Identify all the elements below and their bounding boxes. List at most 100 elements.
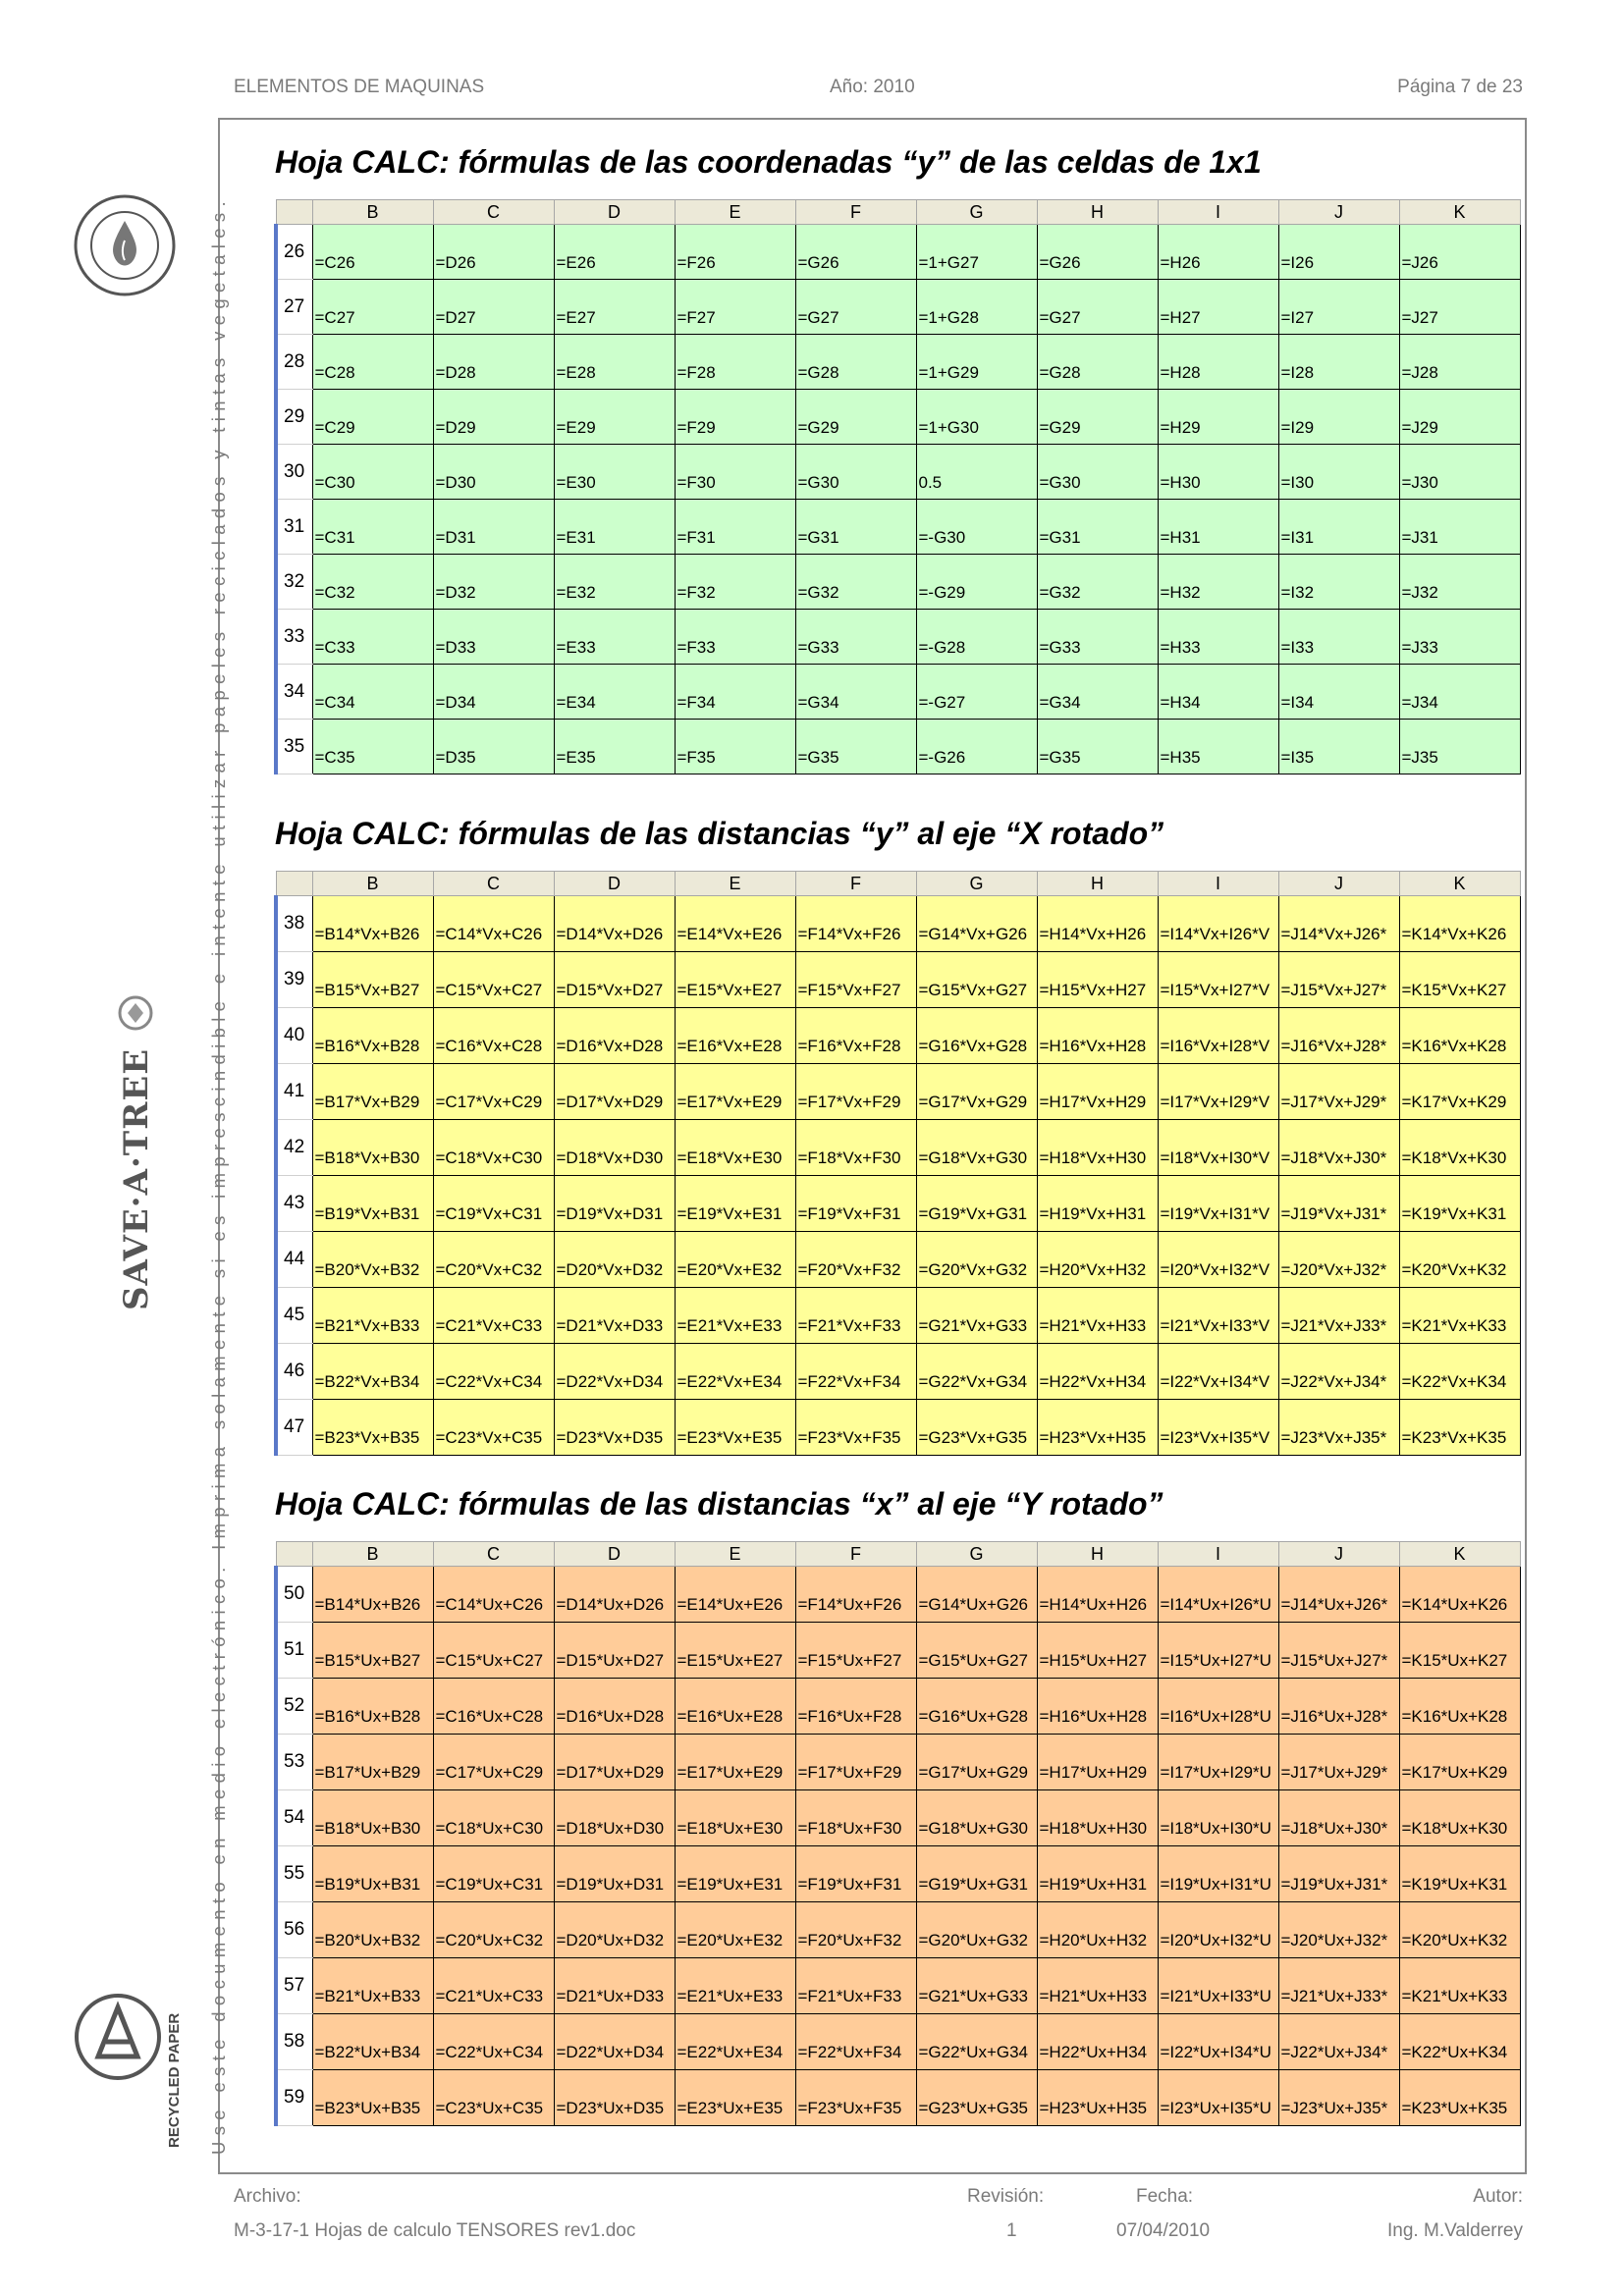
formula-cell: =F27 bbox=[674, 279, 796, 335]
formula-cell: =E19*Ux+E31 bbox=[674, 1845, 796, 1902]
formula-cell: =G20*Ux+G32 bbox=[915, 1901, 1038, 1958]
formula-cell: =E18*Ux+E30 bbox=[674, 1789, 796, 1846]
formula-cell: =F18*Ux+F30 bbox=[794, 1789, 917, 1846]
formula-cell: =G16*Vx+G28 bbox=[915, 1007, 1038, 1064]
formula-cell: =K18*Ux+K30 bbox=[1398, 1789, 1521, 1846]
formula-cell: =D22*Ux+D34 bbox=[553, 2013, 676, 2070]
row-header: 51 bbox=[274, 1622, 312, 1679]
formula-cell: =G30 bbox=[794, 444, 917, 500]
formula-cell: =C17*Ux+C29 bbox=[432, 1734, 555, 1790]
row-header: 44 bbox=[274, 1231, 312, 1288]
formula-cell: =G18*Ux+G30 bbox=[915, 1789, 1038, 1846]
header-left: ELEMENTOS DE MAQUINAS bbox=[234, 77, 485, 97]
column-header: E bbox=[674, 871, 796, 896]
formula-cell: =F31 bbox=[674, 499, 796, 555]
row-header: 55 bbox=[274, 1845, 312, 1902]
row-header: 58 bbox=[274, 2013, 312, 2070]
formula-cell: =J20*Ux+J32* bbox=[1277, 1901, 1400, 1958]
column-header: G bbox=[915, 199, 1038, 225]
formula-cell: =E19*Vx+E31 bbox=[674, 1175, 796, 1232]
formula-cell: =C23*Ux+C35 bbox=[432, 2069, 555, 2126]
footer-revision-label: Revisión: bbox=[967, 2186, 1045, 2207]
formula-cell: =F19*Ux+F31 bbox=[794, 1845, 917, 1902]
formula-cell: =H22*Vx+H34 bbox=[1036, 1343, 1159, 1400]
formula-cell: =E22*Vx+E34 bbox=[674, 1343, 796, 1400]
formula-cell: =C31 bbox=[311, 499, 434, 555]
vegetable-ink-logo-icon bbox=[74, 194, 176, 296]
formula-cell: =F15*Vx+F27 bbox=[794, 951, 917, 1008]
formula-cell: =B17*Ux+B29 bbox=[311, 1734, 434, 1790]
column-header: E bbox=[674, 1541, 796, 1567]
formula-cell: =J26 bbox=[1398, 224, 1521, 280]
formula-cell: =F20*Vx+F32 bbox=[794, 1231, 917, 1288]
formula-cell: =D16*Ux+D28 bbox=[553, 1678, 676, 1735]
formula-cell: =-G28 bbox=[915, 609, 1038, 665]
column-header: B bbox=[311, 199, 434, 225]
formula-cell: =C29 bbox=[311, 389, 434, 445]
formula-cell: =G14*Vx+G26 bbox=[915, 895, 1038, 952]
formula-cell: =E15*Vx+E27 bbox=[674, 951, 796, 1008]
formula-cell: =F17*Vx+F29 bbox=[794, 1063, 917, 1120]
formula-cell: =E34 bbox=[553, 664, 676, 720]
formula-cell: =G15*Ux+G27 bbox=[915, 1622, 1038, 1679]
formula-cell: =F19*Vx+F31 bbox=[794, 1175, 917, 1232]
section-title: Hoja CALC: fórmulas de las distancias “y… bbox=[275, 816, 1164, 851]
formula-cell: =G33 bbox=[794, 609, 917, 665]
spreadsheet-table: B C D E F G H I J K 50 =B14*Ux+B26 =C14*Ux+C26 =D14*U… bbox=[274, 1541, 1521, 2126]
formula-cell: =C22*Ux+C34 bbox=[432, 2013, 555, 2070]
column-header: K bbox=[1398, 871, 1521, 896]
formula-cell: =I16*Ux+I28*U bbox=[1157, 1678, 1279, 1735]
formula-cell: =K19*Ux+K31 bbox=[1398, 1845, 1521, 1902]
formula-cell: =H19*Vx+H31 bbox=[1036, 1175, 1159, 1232]
formula-cell: =F26 bbox=[674, 224, 796, 280]
formula-cell: =H20*Vx+H32 bbox=[1036, 1231, 1159, 1288]
formula-cell: =I17*Vx+I29*V bbox=[1157, 1063, 1279, 1120]
section-title: Hoja CALC: fórmulas de las coordenadas “… bbox=[275, 144, 1262, 180]
row-header: 47 bbox=[274, 1399, 312, 1456]
formula-cell: =F18*Vx+F30 bbox=[794, 1119, 917, 1176]
row-header: 46 bbox=[274, 1343, 312, 1400]
formula-cell: =H27 bbox=[1157, 279, 1279, 335]
formula-cell: =H14*Vx+H26 bbox=[1036, 895, 1159, 952]
column-header: B bbox=[311, 1541, 434, 1567]
formula-cell: =D33 bbox=[432, 609, 555, 665]
formula-cell: =J29 bbox=[1398, 389, 1521, 445]
formula-cell: =G29 bbox=[794, 389, 917, 445]
formula-cell: =E14*Ux+E26 bbox=[674, 1566, 796, 1623]
formula-cell: =J20*Vx+J32* bbox=[1277, 1231, 1400, 1288]
column-header: C bbox=[432, 1541, 555, 1567]
row-header: 56 bbox=[274, 1901, 312, 1958]
column-header: F bbox=[794, 871, 917, 896]
table-row: 32 =C32 =D32 =E32 =F32 =G32 =-G29 =G32 =H32 =I32 =… bbox=[274, 554, 1521, 610]
formula-cell: =B20*Ux+B32 bbox=[311, 1901, 434, 1958]
formula-cell: =C20*Vx+C32 bbox=[432, 1231, 555, 1288]
formula-cell: =J14*Ux+J26* bbox=[1277, 1566, 1400, 1623]
formula-cell: =B21*Vx+B33 bbox=[311, 1287, 434, 1344]
table-row: 43 =B19*Vx+B31 =C19*Vx+C31 =D19*Vx+D31 =E19*… bbox=[274, 1175, 1521, 1232]
formula-cell: =J22*Vx+J34* bbox=[1277, 1343, 1400, 1400]
formula-cell: =G32 bbox=[794, 554, 917, 610]
formula-cell: =E26 bbox=[553, 224, 676, 280]
formula-cell: =F16*Vx+F28 bbox=[794, 1007, 917, 1064]
formula-cell: =J34 bbox=[1398, 664, 1521, 720]
formula-cell: =I16*Vx+I28*V bbox=[1157, 1007, 1279, 1064]
formula-cell: =C19*Ux+C31 bbox=[432, 1845, 555, 1902]
formula-cell: =C34 bbox=[311, 664, 434, 720]
recycled-paper-label: RECYCLED PAPER bbox=[166, 2013, 183, 2148]
formula-cell: =D23*Vx+D35 bbox=[553, 1399, 676, 1456]
formula-cell: =I32 bbox=[1277, 554, 1400, 610]
formula-cell: =G14*Ux+G26 bbox=[915, 1566, 1038, 1623]
formula-cell: =C16*Ux+C28 bbox=[432, 1678, 555, 1735]
row-header: 31 bbox=[274, 499, 312, 555]
formula-cell: =F30 bbox=[674, 444, 796, 500]
formula-cell: =E31 bbox=[553, 499, 676, 555]
recycled-paper-logo-icon: RECYCLED PAPER bbox=[75, 1994, 183, 2148]
formula-cell: =F23*Ux+F35 bbox=[794, 2069, 917, 2126]
formula-cell: =I23*Vx+I35*V bbox=[1157, 1399, 1279, 1456]
corner-cell bbox=[275, 871, 313, 896]
column-header: I bbox=[1157, 1541, 1279, 1567]
formula-cell: =K22*Ux+K34 bbox=[1398, 2013, 1521, 2070]
formula-cell: =E16*Vx+E28 bbox=[674, 1007, 796, 1064]
formula-cell: =C20*Ux+C32 bbox=[432, 1901, 555, 1958]
table-row: 55 =B19*Ux+B31 =C19*Ux+C31 =D19*Ux+D31 =E19*… bbox=[274, 1845, 1521, 1902]
